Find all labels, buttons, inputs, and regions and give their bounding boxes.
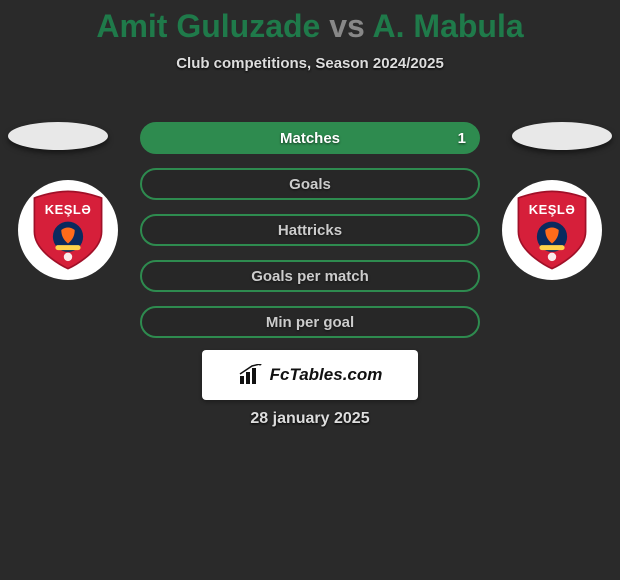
player2-photo-placeholder [512,122,612,150]
player2-name: A. Mabula [373,8,524,44]
competition-subtitle: Club competitions, Season 2024/2025 [0,55,620,72]
player2-club-crest: KEŞLƏ [502,180,602,280]
player1-name: Amit Guluzade [96,8,320,44]
shield-icon [26,188,110,272]
comparison-title: Amit Guluzade vs A. Mabula [0,0,620,45]
stat-row-goals: Goals [140,168,480,200]
stat-label: Goals per match [142,268,478,285]
stat-label: Hattricks [142,222,478,239]
stat-label: Matches [142,130,478,147]
stat-label: Goals [142,176,478,193]
stat-row-hattricks: Hattricks [140,214,480,246]
club-name-left: KEŞLƏ [26,202,110,217]
club-name-right: KEŞLƏ [510,202,594,217]
stats-container: Matches 1 Goals Hattricks Goals per matc… [140,122,480,352]
chart-icon [238,364,264,386]
stat-row-goals-per-match: Goals per match [140,260,480,292]
stat-row-min-per-goal: Min per goal [140,306,480,338]
branding-text: FcTables.com [270,365,383,385]
player1-photo-placeholder [8,122,108,150]
branding-badge: FcTables.com [202,350,418,400]
vs-text: vs [329,8,365,44]
stat-row-matches: Matches 1 [140,122,480,154]
player1-club-crest: KEŞLƏ [18,180,118,280]
shield-icon [510,188,594,272]
snapshot-date: 28 january 2025 [0,410,620,428]
stat-label: Min per goal [142,314,478,331]
stat-value-right: 1 [458,130,466,147]
